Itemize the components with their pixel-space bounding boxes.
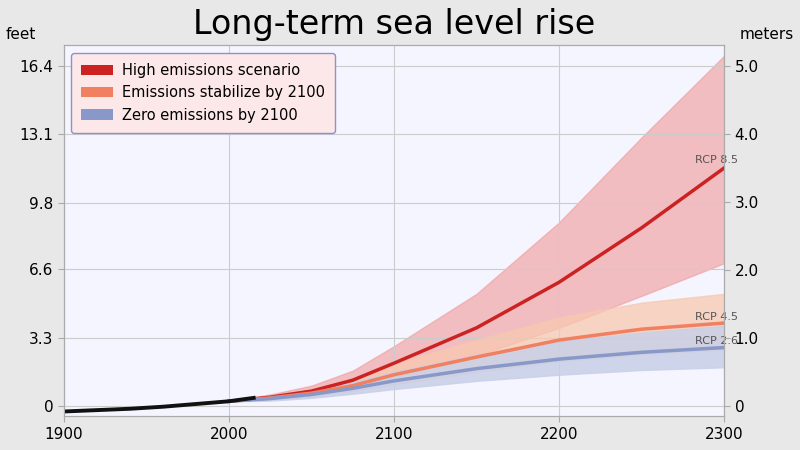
Legend: High emissions scenario, Emissions stabilize by 2100, Zero emissions by 2100: High emissions scenario, Emissions stabi… bbox=[71, 53, 335, 133]
Text: meters: meters bbox=[740, 27, 794, 42]
Text: feet: feet bbox=[6, 27, 36, 42]
Text: RCP 4.5: RCP 4.5 bbox=[694, 312, 738, 322]
Text: RCP 8.5: RCP 8.5 bbox=[694, 154, 738, 165]
Text: RCP 2.6: RCP 2.6 bbox=[694, 336, 738, 346]
Title: Long-term sea level rise: Long-term sea level rise bbox=[193, 9, 595, 41]
